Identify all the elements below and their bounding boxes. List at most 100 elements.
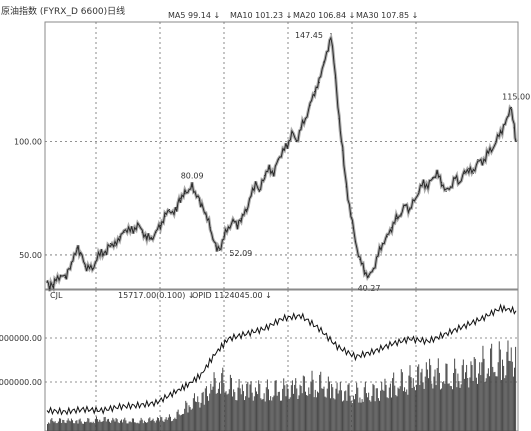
- volume-bar: [404, 387, 406, 431]
- ma20-readout: MA20 106.84 ↓: [293, 11, 355, 20]
- price-point: [404, 204, 406, 206]
- volume-bar: [220, 393, 222, 431]
- volume-bar: [337, 393, 339, 431]
- volume-bar: [470, 361, 472, 431]
- price-point: [128, 227, 130, 229]
- volume-bar: [509, 361, 511, 431]
- price-point: [459, 181, 461, 183]
- volume-bar: [490, 348, 492, 431]
- volume-bar: [394, 385, 396, 431]
- volume-bar: [382, 389, 384, 431]
- volume-bar: [146, 422, 148, 431]
- volume-bar: [364, 381, 366, 431]
- volume-bar: [273, 395, 275, 431]
- volume-bar: [385, 384, 387, 431]
- volume-bar: [343, 400, 345, 431]
- price-point: [504, 122, 506, 124]
- price-point: [359, 258, 361, 261]
- price-point: [232, 220, 234, 222]
- price-point: [179, 197, 181, 199]
- volume-bar: [488, 376, 490, 431]
- volume-bar: [278, 391, 280, 431]
- volume-bar: [147, 422, 149, 431]
- price-point: [218, 249, 220, 251]
- price-point: [52, 283, 54, 286]
- volume-bar: [262, 398, 264, 431]
- volume-bar: [248, 397, 250, 431]
- price-point: [323, 61, 325, 63]
- volume-bar: [448, 383, 450, 431]
- volume-bar: [49, 423, 51, 431]
- volume-bar: [227, 393, 229, 431]
- volume-bar: [512, 376, 514, 431]
- volume-bar: [106, 419, 108, 431]
- volume-bar: [451, 389, 453, 431]
- volume-bar: [54, 421, 56, 431]
- volume-bar: [201, 392, 203, 431]
- price-point: [327, 50, 329, 52]
- price-point: [377, 254, 379, 256]
- price-point: [372, 267, 375, 270]
- volume-bar: [301, 393, 303, 431]
- price-point: [300, 127, 302, 129]
- volume-bar: [200, 402, 202, 431]
- volume-bar: [336, 382, 338, 431]
- volume-bar: [276, 395, 278, 431]
- price-point: [103, 254, 105, 256]
- price-point: [70, 263, 73, 265]
- price-point: [282, 149, 284, 152]
- volume-bar: [258, 380, 260, 431]
- volume-bar: [371, 395, 373, 431]
- volume-bar: [412, 378, 414, 431]
- volume-bar: [294, 384, 296, 431]
- volume-bar: [101, 421, 103, 431]
- volume-bar: [163, 421, 165, 431]
- volume-bar: [221, 373, 223, 431]
- volume-bar: [372, 383, 374, 431]
- volume-bar: [162, 420, 164, 431]
- price-point: [409, 208, 411, 211]
- price-y-tick: 50.00: [19, 251, 42, 260]
- volume-bar: [413, 386, 415, 431]
- volume-bar: [140, 417, 142, 431]
- volume-bar: [342, 401, 344, 431]
- volume-bar: [179, 415, 181, 431]
- volume-bar: [100, 421, 102, 431]
- volume-bar: [484, 381, 486, 431]
- volume-bar: [190, 409, 192, 431]
- volume-bar: [164, 419, 166, 431]
- price-point: [132, 231, 134, 233]
- volume-bar: [167, 417, 169, 431]
- volume-bar: [303, 376, 305, 431]
- volume-bar: [431, 383, 433, 431]
- price-point: [55, 279, 57, 281]
- volume-bar: [392, 378, 394, 431]
- volume-bar: [186, 402, 188, 431]
- price-point: [431, 177, 434, 179]
- volume-bar: [275, 380, 277, 431]
- volume-bar: [360, 402, 362, 431]
- price-point: [268, 168, 270, 170]
- volume-bar: [310, 382, 312, 431]
- volume-bar: [481, 362, 483, 431]
- volume-bar: [459, 387, 461, 431]
- volume-bar: [474, 358, 476, 431]
- price-point: [468, 168, 470, 170]
- volume-bar: [217, 388, 219, 431]
- price-point: [273, 172, 275, 174]
- price-point: [295, 140, 298, 143]
- open-interest-series: [46, 303, 517, 416]
- volume-bar: [263, 393, 265, 431]
- volume-bar: [189, 407, 191, 431]
- volume-bar: [261, 399, 263, 431]
- volume-bar: [197, 396, 199, 431]
- price-point: [79, 252, 82, 254]
- volume-bar: [368, 392, 370, 431]
- price-point: [176, 206, 178, 208]
- volume-bar: [443, 381, 445, 431]
- volume-bar: [66, 420, 68, 431]
- price-annotation: 80.09: [181, 172, 204, 181]
- volume-bar: [298, 395, 300, 431]
- volume-bar: [438, 372, 440, 431]
- volume-bar: [457, 373, 459, 431]
